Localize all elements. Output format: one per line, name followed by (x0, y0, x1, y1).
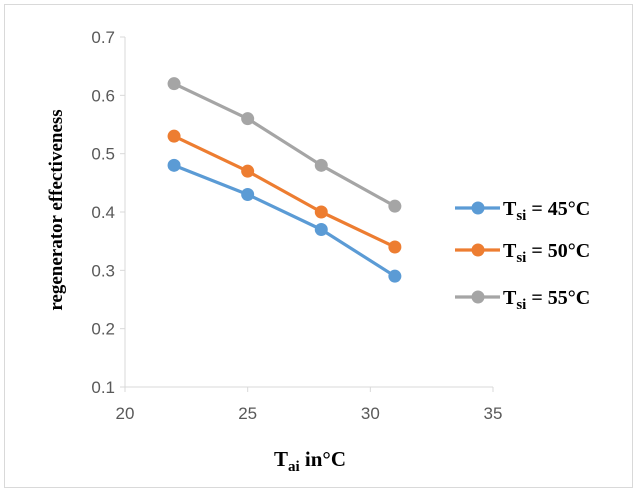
legend: Tsi = 45°C Tsi = 50°C Tsi = 55°C (455, 198, 590, 313)
legend-label: Tsi = 55°C (503, 287, 590, 313)
x-tick-label: 20 (116, 404, 135, 423)
x-axis-ticks: 20 25 30 35 (116, 387, 503, 423)
data-point (167, 77, 181, 91)
data-point (314, 205, 328, 219)
data-point (314, 158, 328, 172)
x-tick-label: 25 (238, 404, 257, 423)
y-axis-ticks: 0.1 0.2 0.3 0.4 0.5 0.6 0.7 (91, 28, 125, 397)
legend-swatch-marker (471, 243, 485, 257)
legend-swatch-marker (471, 201, 485, 215)
x-tick-label: 35 (484, 404, 503, 423)
legend-label: Tsi = 45°C (503, 198, 590, 224)
legend-swatch-marker (471, 290, 485, 304)
y-tick-label: 0.7 (91, 28, 115, 47)
data-point (241, 164, 255, 178)
data-point (388, 240, 402, 254)
data-point (241, 112, 255, 126)
legend-label: Tsi = 50°C (503, 240, 590, 266)
legend-item-2: Tsi = 50°C (455, 240, 590, 266)
series-line-2 (173, 134, 396, 249)
series-line-3 (173, 82, 396, 208)
x-axis-label-rest: in°C (300, 447, 346, 471)
y-tick-label: 0.5 (91, 145, 115, 164)
y-tick-label: 0.1 (91, 378, 115, 397)
legend-item-1: Tsi = 45°C (455, 198, 590, 224)
y-tick-label: 0.4 (91, 203, 115, 222)
data-point (388, 269, 402, 283)
series-layer (167, 77, 402, 283)
data-point (314, 223, 328, 236)
y-tick-label: 0.2 (91, 320, 115, 339)
data-point (388, 199, 402, 213)
x-axis-label-main: T (274, 447, 288, 471)
y-tick-label: 0.3 (91, 261, 115, 280)
data-point (167, 158, 181, 172)
legend-item-3: Tsi = 55°C (455, 287, 590, 313)
y-tick-label: 0.6 (91, 86, 115, 105)
data-point (241, 188, 255, 201)
data-point (167, 129, 181, 143)
chart-area (4, 4, 633, 488)
series-line-1 (173, 163, 396, 278)
x-axis-label: Tai in°C (274, 447, 346, 475)
x-tick-label: 30 (361, 404, 380, 423)
x-axis-label-sub: ai (288, 459, 300, 475)
y-axis-label: regenerator effectiveness (46, 109, 67, 310)
